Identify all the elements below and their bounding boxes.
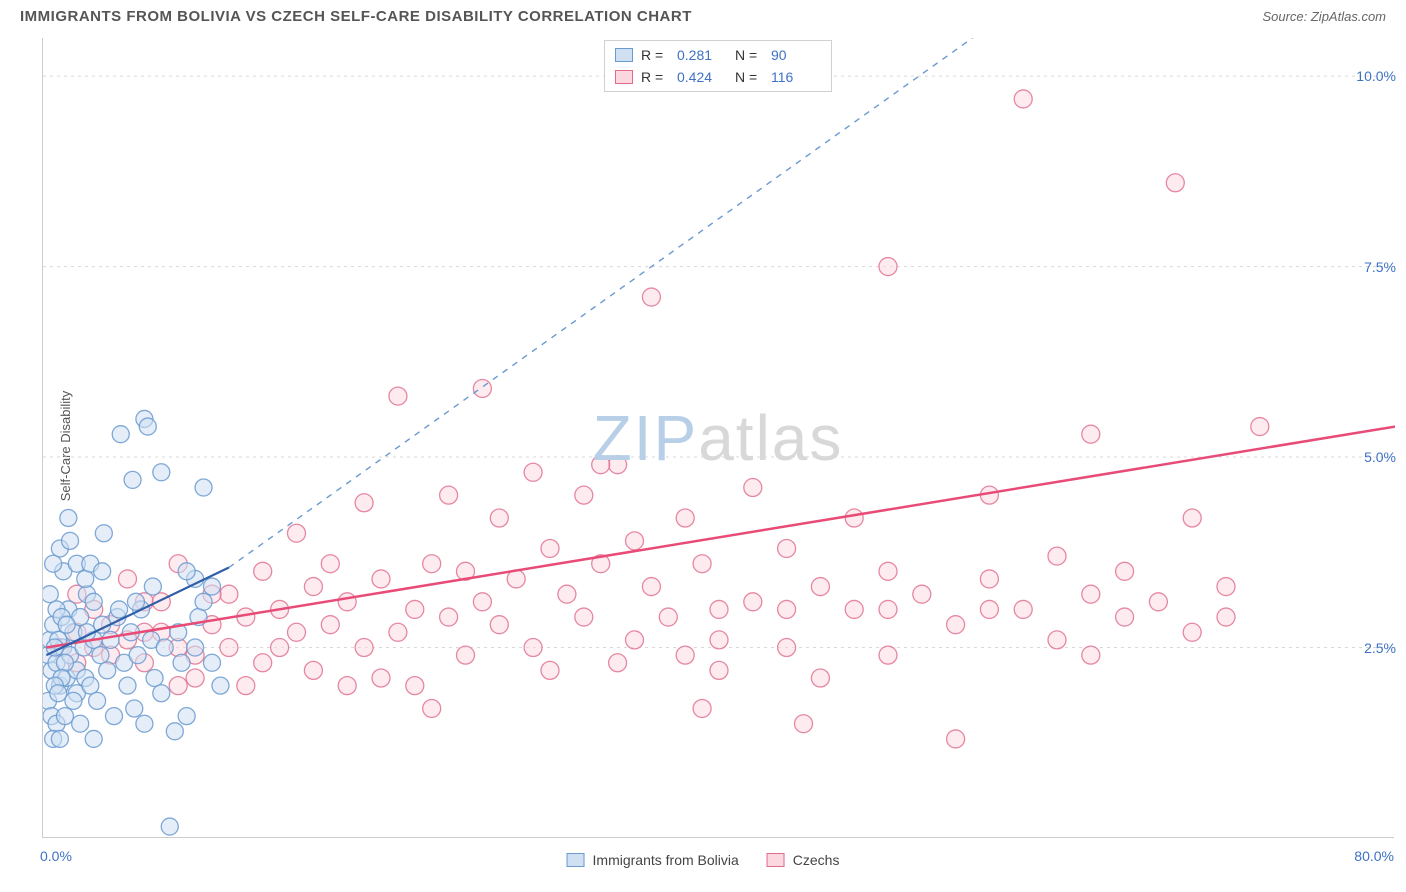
legend-row: R = 0.281 N = 90 <box>615 44 821 66</box>
legend-n-value: 116 <box>771 66 821 88</box>
x-tick-label: 80.0% <box>1354 848 1394 864</box>
legend-row: R = 0.424 N = 116 <box>615 66 821 88</box>
legend-swatch <box>567 853 585 867</box>
series-legend: Immigrants from Bolivia Czechs <box>567 852 840 868</box>
legend-r-label: R = <box>641 66 669 88</box>
legend-r-value: 0.281 <box>677 44 727 66</box>
legend-n-value: 90 <box>771 44 821 66</box>
legend-label: Czechs <box>793 852 840 868</box>
legend-n-label: N = <box>735 44 763 66</box>
scatter-chart: ZIPatlas R =0.281N =90R =0.424N =116 0.0… <box>42 38 1394 838</box>
legend-item: Czechs <box>767 852 840 868</box>
y-tick-label: 7.5% <box>1364 259 1396 275</box>
legend-swatch <box>615 70 633 84</box>
chart-svg <box>43 38 1395 838</box>
y-tick-label: 2.5% <box>1364 640 1396 656</box>
legend-swatch <box>615 48 633 62</box>
y-tick-label: 10.0% <box>1356 68 1396 84</box>
stats-legend: R = 0.281 N = 90 R = 0.424 N = 116 <box>604 40 832 92</box>
source-label: Source: ZipAtlas.com <box>1262 9 1386 24</box>
legend-r-label: R = <box>641 44 669 66</box>
legend-r-value: 0.424 <box>677 66 727 88</box>
legend-label: Immigrants from Bolivia <box>593 852 739 868</box>
legend-swatch <box>767 853 785 867</box>
legend-item: Immigrants from Bolivia <box>567 852 739 868</box>
legend-n-label: N = <box>735 66 763 88</box>
y-tick-label: 5.0% <box>1364 449 1396 465</box>
page-title: IMMIGRANTS FROM BOLIVIA VS CZECH SELF-CA… <box>20 8 692 25</box>
x-tick-label: 0.0% <box>40 848 72 864</box>
